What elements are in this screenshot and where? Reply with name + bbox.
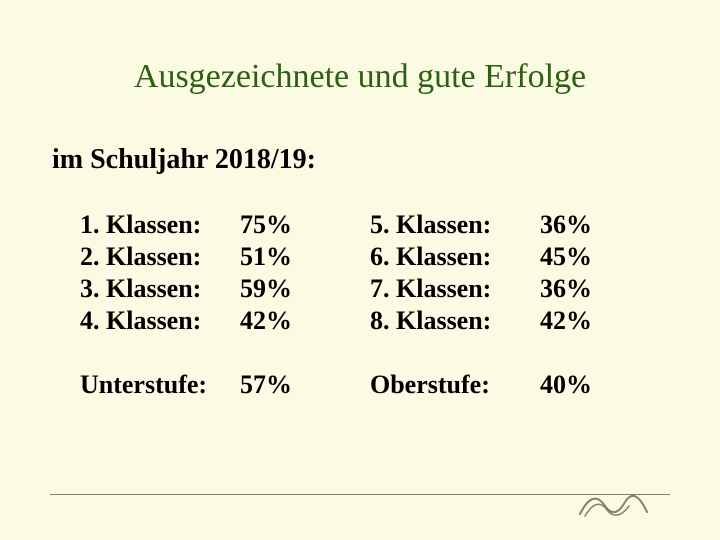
school-logo-icon bbox=[575, 482, 650, 522]
table-row: 2. Klassen: 51% 6. Klassen: 45% bbox=[80, 242, 660, 272]
summary-row: Unterstufe: 57% Oberstufe: 40% bbox=[80, 370, 660, 400]
class-label: 7. Klassen: bbox=[370, 274, 540, 304]
summary-value: 57% bbox=[240, 370, 370, 400]
class-value: 51% bbox=[240, 242, 370, 272]
class-label: 8. Klassen: bbox=[370, 306, 540, 336]
page-subtitle: im Schuljahr 2018/19: bbox=[52, 144, 316, 176]
summary-label: Unterstufe: bbox=[80, 370, 240, 400]
class-label: 3. Klassen: bbox=[80, 274, 240, 304]
class-label: 5. Klassen: bbox=[370, 210, 540, 240]
class-label: 2. Klassen: bbox=[80, 242, 240, 272]
table-row: 4. Klassen: 42% 8. Klassen: 42% bbox=[80, 306, 660, 336]
class-label: 1. Klassen: bbox=[80, 210, 240, 240]
class-label: 4. Klassen: bbox=[80, 306, 240, 336]
class-value: 45% bbox=[540, 242, 620, 272]
class-value: 42% bbox=[540, 306, 620, 336]
class-value: 42% bbox=[240, 306, 370, 336]
results-table: 1. Klassen: 75% 5. Klassen: 36% 2. Klass… bbox=[80, 210, 660, 402]
summary-value: 40% bbox=[540, 370, 620, 400]
class-value: 59% bbox=[240, 274, 370, 304]
class-label: 6. Klassen: bbox=[370, 242, 540, 272]
class-value: 36% bbox=[540, 274, 620, 304]
summary-label: Oberstufe: bbox=[370, 370, 540, 400]
table-row: 3. Klassen: 59% 7. Klassen: 36% bbox=[80, 274, 660, 304]
class-value: 36% bbox=[540, 210, 620, 240]
page-title: Ausgezeichnete und gute Erfolge bbox=[0, 58, 720, 96]
class-value: 75% bbox=[240, 210, 370, 240]
table-row: 1. Klassen: 75% 5. Klassen: 36% bbox=[80, 210, 660, 240]
